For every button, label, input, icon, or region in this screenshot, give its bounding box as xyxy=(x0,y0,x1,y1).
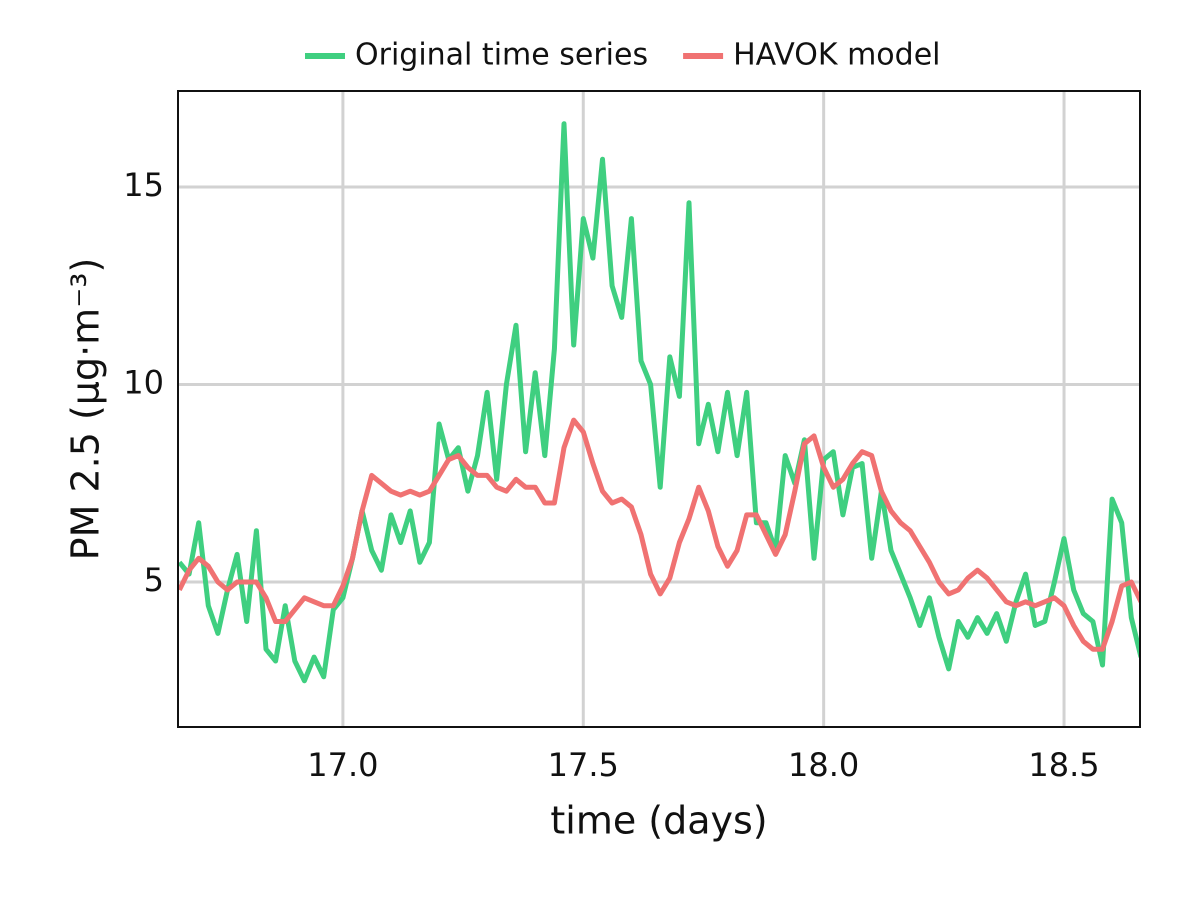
x-tick-label: 18.5 xyxy=(1028,746,1099,784)
data-line xyxy=(178,121,1140,684)
legend-label: HAVOK model xyxy=(733,38,940,73)
y-tick-label: 15 xyxy=(123,166,164,204)
x-tick-label: 18.0 xyxy=(788,746,859,784)
plot-frame xyxy=(177,90,1141,728)
x-tick-label: 17.0 xyxy=(307,746,378,784)
x-tick-label: 17.5 xyxy=(548,746,619,784)
x-axis-title: time (days) xyxy=(550,799,767,843)
y-axis-title: PM 2.5 (μg·m⁻³) xyxy=(64,258,108,561)
y-tick-label: 10 xyxy=(123,364,164,402)
legend-label: Original time series xyxy=(355,38,648,73)
y-tick-label: 5 xyxy=(144,561,164,599)
data-line xyxy=(178,417,1140,652)
